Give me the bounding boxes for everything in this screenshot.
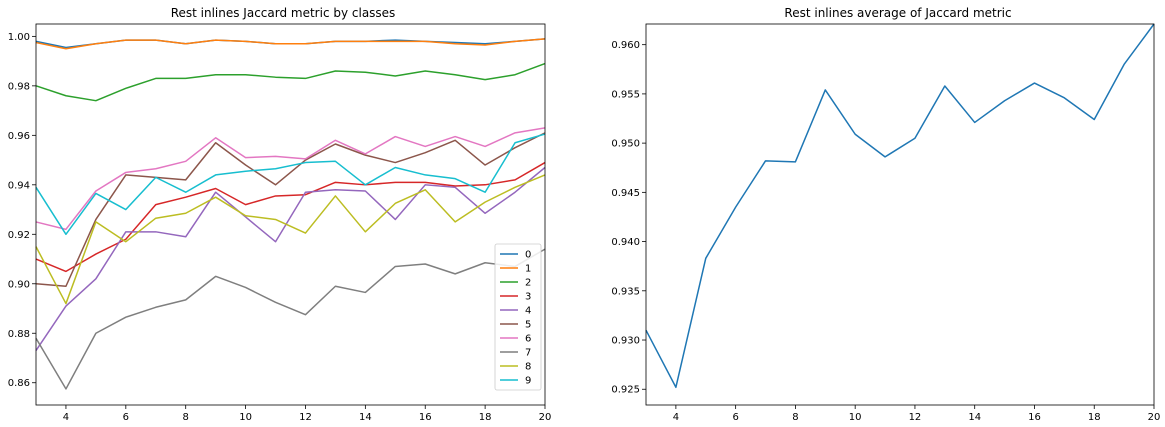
legend-label-1: 1 [525, 264, 531, 275]
legend-label-6: 6 [525, 334, 531, 345]
left-x-tick-label: 20 [539, 412, 552, 423]
right-x-tick-label: 10 [849, 412, 862, 423]
legend-label-4: 4 [525, 306, 531, 317]
left-series-2-line [35, 62, 546, 102]
left-series-4-line [35, 166, 546, 351]
left-y-tick-label: 1.00 [8, 32, 30, 43]
legend-label-8: 8 [525, 362, 531, 373]
legend-label-2: 2 [525, 278, 531, 289]
right-x-tick-label: 12 [909, 412, 922, 423]
right-axes-frame [645, 23, 1155, 406]
left-y-tick-label: 0.86 [8, 378, 30, 389]
right-chart-title: Rest inlines average of Jaccard metric [784, 6, 1011, 20]
left-x-tick-label: 18 [479, 412, 492, 423]
legend-label-7: 7 [525, 348, 531, 359]
left-series-3-line [35, 161, 546, 273]
right-y-tick-label: 0.955 [611, 89, 640, 100]
right-series-average-line [645, 23, 1155, 389]
left-chart-title: Rest inlines Jaccard metric by classes [171, 6, 396, 20]
left-x-tick-label: 4 [63, 412, 69, 423]
legend-label-0: 0 [525, 250, 531, 261]
right-x-tick-label: 20 [1148, 412, 1161, 423]
left-y-tick-label: 0.94 [8, 180, 30, 191]
right-x-tick-label: 6 [732, 412, 738, 423]
left-x-tick-label: 10 [239, 412, 252, 423]
right-y-tick-label: 0.925 [611, 385, 640, 396]
left-y-tick-label: 0.90 [8, 279, 30, 290]
left-x-tick-label: 8 [183, 412, 189, 423]
right-y-tick-label: 0.935 [611, 286, 640, 297]
legend-label-9: 9 [525, 376, 531, 387]
left-x-tick-label: 14 [359, 412, 372, 423]
legend-box [494, 243, 542, 391]
legend-label-5: 5 [525, 320, 531, 331]
right-y-tick-label: 0.960 [611, 40, 640, 51]
right-x-tick-label: 8 [792, 412, 798, 423]
right-x-tick-label: 4 [673, 412, 679, 423]
right-plot-area: 4 6 8 10 12 14 16 18 20 0.925 0.930 0.935 0.940 0.945… [611, 23, 1161, 423]
legend-label-3: 3 [525, 292, 531, 303]
left-x-tick-label: 6 [123, 412, 129, 423]
right-y-tick-label: 0.940 [611, 237, 640, 248]
left-axes-frame [35, 23, 546, 406]
left-x-tick-label: 12 [299, 412, 312, 423]
left-plot-area: 4 6 8 10 12 14 16 18 200.860.880.900.920.940.960… [8, 23, 552, 423]
left-y-tick-label: 0.92 [8, 230, 30, 241]
right-x-tick-label: 14 [968, 412, 981, 423]
left-y-tick-label: 0.88 [8, 329, 30, 340]
left-series-1-line [35, 38, 546, 50]
right-y-tick-label: 0.945 [611, 188, 640, 199]
left-y-tick-label: 0.96 [8, 131, 30, 142]
left-series-5-line [35, 132, 546, 287]
right-x-tick-label: 16 [1028, 412, 1041, 423]
left-series-8-line [35, 174, 546, 305]
left-series-9-line [35, 133, 546, 236]
right-x-tick-label: 18 [1088, 412, 1101, 423]
left-series-7-line [35, 248, 546, 390]
legend: 0 1 2 3 4 5 6 7 8 9 [494, 243, 542, 391]
right-y-tick-label: 0.950 [611, 139, 640, 150]
left-y-tick-label: 0.98 [8, 81, 30, 92]
right-y-tick-label: 0.930 [611, 336, 640, 347]
left-series-6-line [35, 127, 546, 231]
left-x-tick-label: 16 [419, 412, 432, 423]
